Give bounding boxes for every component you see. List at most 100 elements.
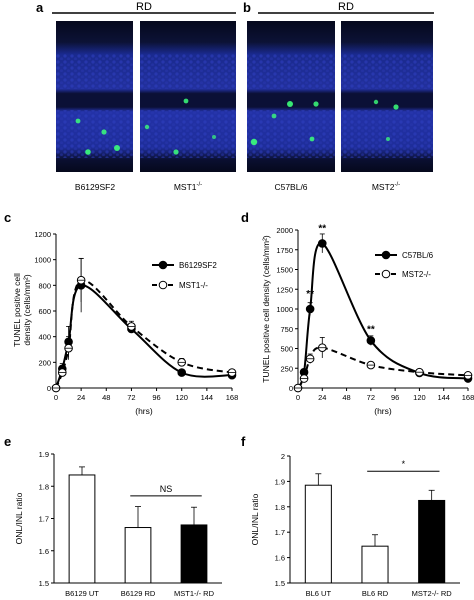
panel-letter-f: f <box>241 434 246 449</box>
legend-marker-0 <box>158 260 168 270</box>
x-tick-label: 120 <box>175 393 188 402</box>
y-tick-label: 1.5 <box>275 579 285 588</box>
panel-letter-d: d <box>241 210 249 225</box>
image-label-c57bl6: C57BL/6 <box>274 182 307 192</box>
image-label-mst2: MST2-/- <box>372 182 400 192</box>
y-tick-label: 1200 <box>34 230 51 239</box>
y-tick-label: 1000 <box>276 305 293 314</box>
category-label: BL6 UT <box>306 589 332 598</box>
panel-d-line-chart: d 0 24 48 72 96 120 144 168 0 250 500 750 1000 1250 150… <box>241 210 474 416</box>
y-tick-label: 500 <box>280 345 293 354</box>
data-point <box>366 336 376 345</box>
significance-label: * <box>402 459 406 469</box>
y-tick-label: 200 <box>38 358 51 367</box>
x-tick-label: 168 <box>462 393 474 402</box>
x-tick-label: 0 <box>296 393 300 402</box>
y-tick-label: 1.8 <box>275 503 285 512</box>
data-point <box>177 368 187 377</box>
bar-2 <box>418 499 446 584</box>
panel-a: a RD B6129SF2 MST1-/- <box>36 0 236 192</box>
panel-b: b RD C57BL/6 MST2-/- <box>243 0 434 192</box>
y-tick-label: 1750 <box>276 246 293 255</box>
significance-marker: ** <box>318 224 326 235</box>
y-tick-label: 1.9 <box>39 450 49 459</box>
panel-letter-e: e <box>4 434 11 449</box>
legend-marker-1 <box>381 269 391 279</box>
x-tick-label: 96 <box>152 393 160 402</box>
x-tick-label: 48 <box>342 393 350 402</box>
series-line-0 <box>55 284 233 389</box>
data-point <box>317 239 327 248</box>
x-tick-label: 120 <box>413 393 426 402</box>
significance-label: NS <box>160 484 173 494</box>
y-tick-label: 1.6 <box>275 554 285 563</box>
x-tick-label: 24 <box>318 393 326 402</box>
series-line-0 <box>297 242 469 389</box>
retina-image-mst1 <box>140 21 236 172</box>
legend-marker-0 <box>381 250 391 260</box>
rd-title-b: RD <box>338 1 354 13</box>
y-axis-label: ONL/INL ratio <box>14 492 24 544</box>
y-tick-label: 1000 <box>34 256 51 265</box>
bar-1 <box>361 545 389 584</box>
category-label: BL6 RD <box>362 589 389 598</box>
panel-letter-c: c <box>4 210 11 225</box>
y-tick-label: 250 <box>280 364 293 373</box>
category-label: B6129 UT <box>65 589 99 598</box>
bar-0 <box>304 484 332 584</box>
x-axis-label: (hrs) <box>374 406 392 416</box>
retina-image-mst2 <box>341 21 433 172</box>
panel-e-bar-chart: e 1.5 1.6 1.7 1.8 1.9 ONL/INL ratio B6129 UT B61… <box>4 434 222 598</box>
data-point <box>305 304 315 314</box>
bar-0 <box>68 474 96 584</box>
category-label: MST2-/- RD <box>412 589 453 598</box>
legend-label-1: MST2-/- <box>402 270 431 279</box>
panel-f-bar-chart: f 1.5 1.6 1.7 1.8 1.9 2 ONL/INL ratio BL6 UT BL6 … <box>241 434 460 598</box>
panel-letter-a: a <box>36 0 44 15</box>
series-line-1 <box>55 279 233 389</box>
x-tick-label: 72 <box>367 393 375 402</box>
significance-marker: ** <box>306 289 314 300</box>
category-label: MST1-/- RD <box>174 589 215 598</box>
y-tick-label: 800 <box>38 281 51 290</box>
x-axis-label: (hrs) <box>135 406 153 416</box>
y-tick-label: 600 <box>38 307 51 316</box>
y-axis-label: TUNEL positive cell density (cells/mm²) <box>261 235 271 383</box>
y-tick-label: 1.7 <box>275 528 285 537</box>
legend-label-0: C57BL/6 <box>402 251 434 260</box>
category-label: B6129 RD <box>121 589 156 598</box>
y-tick-label: 1.9 <box>275 477 285 486</box>
x-tick-label: 144 <box>437 393 450 402</box>
y-tick-label: 750 <box>280 325 293 334</box>
legend-label-1: MST1-/- <box>179 281 208 290</box>
y-tick-label: 1500 <box>276 266 293 275</box>
y-tick-label: 0 <box>47 384 51 393</box>
x-tick-label: 0 <box>54 393 58 402</box>
x-tick-label: 48 <box>102 393 110 402</box>
significance-marker: ** <box>367 325 375 336</box>
x-tick-label: 144 <box>201 393 214 402</box>
panel-c-line-chart: c 0 24 48 72 96 120 144 168 0 200 400 600 800 1000 1200… <box>4 210 238 416</box>
y-tick-label: 400 <box>38 333 51 342</box>
y-tick-label: 1.7 <box>39 515 49 524</box>
y-axis-label: TUNEL positive cell <box>12 273 22 347</box>
x-tick-label: 24 <box>77 393 85 402</box>
y-tick-label: 1.5 <box>39 579 49 588</box>
y-axis-label: ONL/INL ratio <box>250 493 260 545</box>
y-tick-label: 1.6 <box>39 547 49 556</box>
x-tick-label: 168 <box>226 393 239 402</box>
legend-label-0: B6129SF2 <box>179 261 217 270</box>
y-tick-label: 0 <box>289 384 293 393</box>
y-tick-label: 2 <box>281 452 285 461</box>
rd-title-a: RD <box>136 1 152 13</box>
retina-image-b6129sf2 <box>56 21 133 172</box>
x-tick-label: 72 <box>127 393 135 402</box>
x-tick-label: 96 <box>391 393 399 402</box>
y-tick-label: 2000 <box>276 226 293 235</box>
legend-marker-1 <box>158 280 168 290</box>
y-tick-label: 1250 <box>276 285 293 294</box>
y-axis-label: density (cells/mm²) <box>22 274 32 345</box>
panel-letter-b: b <box>243 0 251 15</box>
image-label-b6129sf2: B6129SF2 <box>75 182 115 192</box>
